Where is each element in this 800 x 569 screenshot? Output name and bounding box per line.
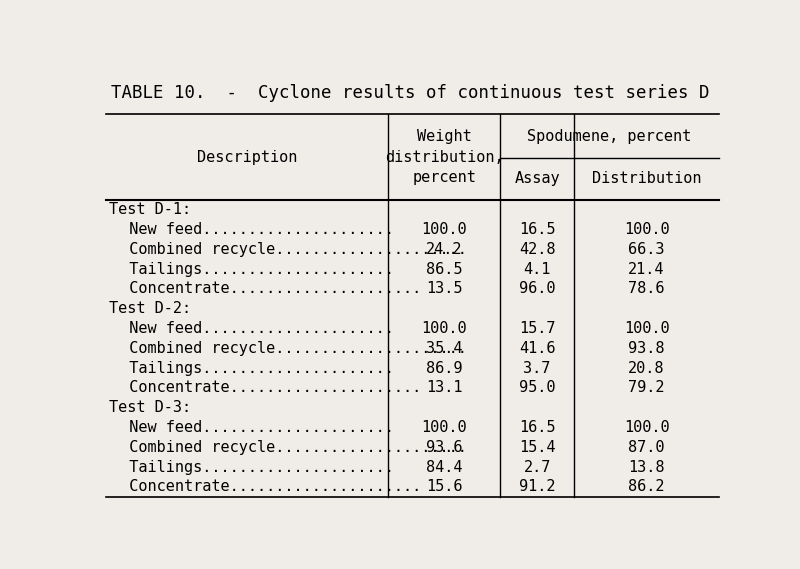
Text: 15.7: 15.7 — [519, 321, 555, 336]
Text: Assay: Assay — [514, 171, 560, 187]
Text: 15.4: 15.4 — [519, 440, 555, 455]
Text: 95.0: 95.0 — [519, 380, 555, 395]
Text: 93.6: 93.6 — [426, 440, 462, 455]
Text: 86.5: 86.5 — [426, 262, 462, 277]
Text: 66.3: 66.3 — [628, 242, 665, 257]
Text: 13.5: 13.5 — [426, 281, 462, 296]
Text: Test D-3:: Test D-3: — [110, 400, 191, 415]
Text: 84.4: 84.4 — [426, 460, 462, 475]
Text: 100.0: 100.0 — [624, 321, 670, 336]
Text: 4.1: 4.1 — [523, 262, 550, 277]
Text: 3.7: 3.7 — [523, 361, 550, 376]
Text: Combined recycle.....................: Combined recycle..................... — [111, 242, 467, 257]
Text: 21.4: 21.4 — [628, 262, 665, 277]
Text: 20.8: 20.8 — [628, 361, 665, 376]
Text: 13.8: 13.8 — [628, 460, 665, 475]
Text: New feed.....................: New feed..................... — [111, 420, 394, 435]
Text: 100.0: 100.0 — [624, 222, 670, 237]
Text: 16.5: 16.5 — [519, 420, 555, 435]
Text: 41.6: 41.6 — [519, 341, 555, 356]
Text: 96.0: 96.0 — [519, 281, 555, 296]
Text: 100.0: 100.0 — [422, 222, 467, 237]
Text: Distribution: Distribution — [592, 171, 702, 187]
Text: Weight
distribution,
percent: Weight distribution, percent — [385, 129, 503, 185]
Text: 42.8: 42.8 — [519, 242, 555, 257]
Text: Combined recycle.....................: Combined recycle..................... — [111, 341, 467, 356]
Text: 24.2: 24.2 — [426, 242, 462, 257]
Text: 100.0: 100.0 — [422, 321, 467, 336]
Text: Spodumene, percent: Spodumene, percent — [527, 129, 691, 144]
Text: 91.2: 91.2 — [519, 479, 555, 494]
Text: 100.0: 100.0 — [624, 420, 670, 435]
Text: 16.5: 16.5 — [519, 222, 555, 237]
Text: 13.1: 13.1 — [426, 380, 462, 395]
Text: 79.2: 79.2 — [628, 380, 665, 395]
Text: 93.8: 93.8 — [628, 341, 665, 356]
Text: Concentrate.....................: Concentrate..................... — [111, 479, 422, 494]
Text: Tailings.....................: Tailings..................... — [111, 262, 394, 277]
Text: TABLE 10.  -  Cyclone results of continuous test series D: TABLE 10. - Cyclone results of continuou… — [110, 84, 710, 102]
Text: Concentrate.....................: Concentrate..................... — [111, 380, 422, 395]
Text: Tailings.....................: Tailings..................... — [111, 361, 394, 376]
Text: Tailings.....................: Tailings..................... — [111, 460, 394, 475]
Text: New feed.....................: New feed..................... — [111, 222, 394, 237]
Text: 100.0: 100.0 — [422, 420, 467, 435]
Text: 35.4: 35.4 — [426, 341, 462, 356]
Text: 87.0: 87.0 — [628, 440, 665, 455]
Text: Description: Description — [197, 150, 298, 164]
Text: Concentrate.....................: Concentrate..................... — [111, 281, 422, 296]
Text: 15.6: 15.6 — [426, 479, 462, 494]
Text: Test D-1:: Test D-1: — [110, 202, 191, 217]
Text: 86.9: 86.9 — [426, 361, 462, 376]
Text: Test D-2:: Test D-2: — [110, 301, 191, 316]
Text: 2.7: 2.7 — [523, 460, 550, 475]
Text: 78.6: 78.6 — [628, 281, 665, 296]
Text: 86.2: 86.2 — [628, 479, 665, 494]
Text: Combined recycle.....................: Combined recycle..................... — [111, 440, 467, 455]
Text: New feed.....................: New feed..................... — [111, 321, 394, 336]
